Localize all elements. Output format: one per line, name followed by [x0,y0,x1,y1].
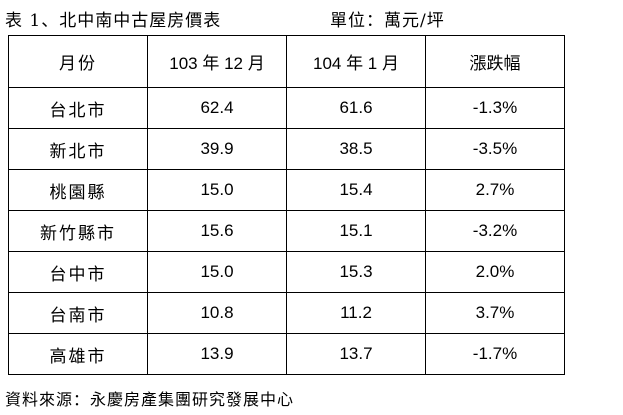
city-cell: 新北市 [8,128,148,170]
value-cell: 2.0% [425,251,565,293]
city-cell: 新竹縣市 [8,210,148,252]
value-cell: 2.7% [425,169,565,211]
value-cell: 3.7% [425,292,565,334]
value-cell: 15.1 [286,210,426,252]
value-cell: -3.2% [425,210,565,252]
header-cell: 月份 [8,35,148,88]
value-cell: 13.7 [286,333,426,375]
value-cell: 61.6 [286,87,426,129]
value-cell: 10.8 [147,292,287,334]
row: 台北市 62.4 61.6 -1.3% [8,87,565,129]
value-cell: 15.4 [286,169,426,211]
value-cell: 13.9 [147,333,287,375]
value-cell: 11.2 [286,292,426,334]
row: 桃園縣 15.0 15.4 2.7% [8,169,565,211]
header-cell: 104 年 1 月 [286,35,426,88]
city-cell: 台北市 [8,87,148,129]
header-cell: 103 年 12 月 [147,35,287,88]
row: 高雄市 13.9 13.7 -1.7% [8,333,565,375]
header-cell: 漲跌幅 [425,35,565,88]
source: 資料來源：永慶房產集團研究發展中心 [5,390,295,409]
city-cell: 台中市 [8,251,148,293]
value-cell: 62.4 [147,87,287,129]
row: 新北市 39.9 38.5 -3.5% [8,128,565,170]
value-cell: -1.3% [425,87,565,129]
value-cell: 39.9 [147,128,287,170]
city-cell: 高雄市 [8,333,148,375]
value-cell: 38.5 [286,128,426,170]
value-cell: 15.0 [147,169,287,211]
value-cell: 15.3 [286,251,426,293]
row: 新竹縣市 15.6 15.1 -3.2% [8,210,565,252]
city-cell: 台南市 [8,292,148,334]
value-cell: 15.0 [147,251,287,293]
row: 台南市 10.8 11.2 3.7% [8,292,565,334]
header-row: 月份 103 年 12 月 104 年 1 月漲跌幅 [8,35,565,88]
row: 台中市 15.0 15.3 2.0% [8,251,565,293]
value-cell: 15.6 [147,210,287,252]
value-cell: -3.5% [425,128,565,170]
value-cell: -1.7% [425,333,565,375]
price-table: 月份 103 年 12 月 104 年 1 月漲跌幅 台北市 62.4 61.6 -1.3%… [8,35,565,375]
unit: 單位：萬元/坪 [330,11,445,31]
title: 表 1、北中南中古屋房價表 [5,11,222,31]
city-cell: 桃園縣 [8,169,148,211]
